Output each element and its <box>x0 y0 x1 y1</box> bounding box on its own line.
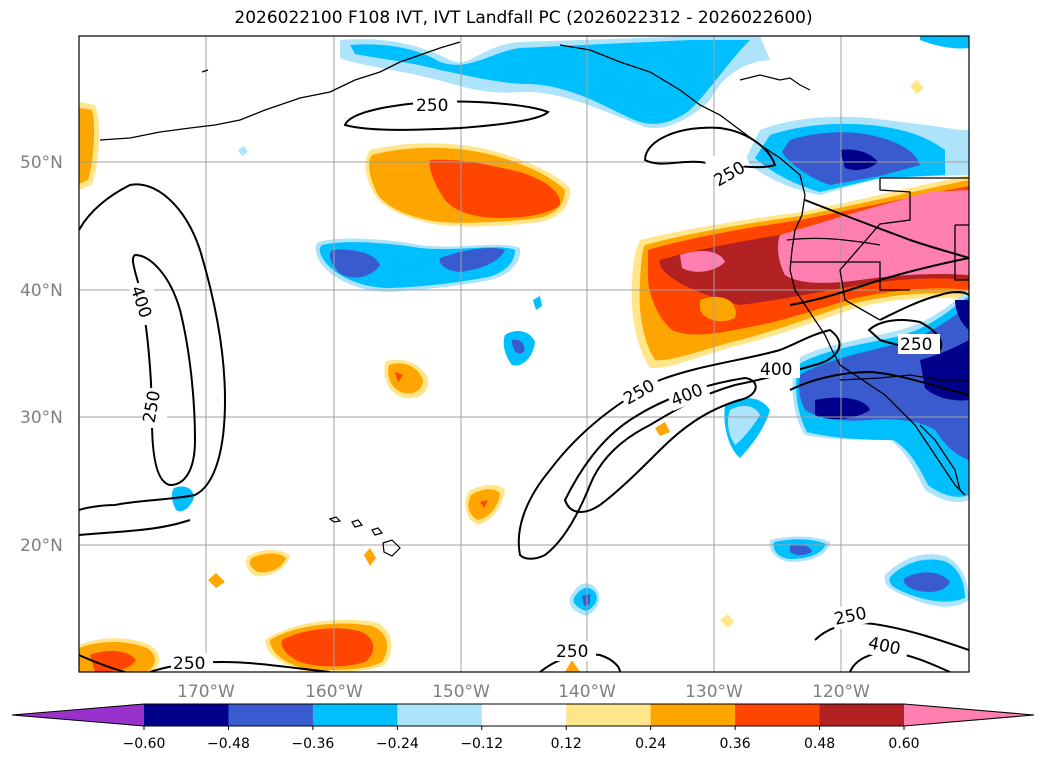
colorbar-extension-low <box>12 704 144 726</box>
lon-label-140w: 140°W <box>558 682 616 702</box>
colorbar-tick-label: 0.60 <box>888 736 919 752</box>
colorbar-segment <box>566 704 652 726</box>
colorbar-segment <box>397 704 483 726</box>
coastlines <box>99 41 969 496</box>
contour-label-250-south: 250 <box>556 642 588 662</box>
lon-label-160w: 160°W <box>305 682 363 702</box>
contour-labels: 250 250 400 250 250 400 400 250 250 250 … <box>126 94 940 674</box>
colorbar-segment <box>819 704 905 726</box>
colorbar-extension-high <box>904 704 1034 726</box>
colorbar-segment <box>735 704 821 726</box>
colorbar: −0.60 −0.48 −0.36 −0.24 −0.12 0.12 0.24 0.36 0.4… <box>11 703 1035 752</box>
colorbar-tick-label: 0.48 <box>804 736 835 752</box>
colorbar-tick-label: −0.12 <box>460 736 503 752</box>
colorbar-segment <box>312 704 398 726</box>
contour-label-250-bottom-left: 250 <box>173 654 205 674</box>
contour-label-250-southwest-coast: 250 <box>900 335 932 355</box>
contour-label-250-north: 250 <box>416 96 448 116</box>
ivt-shading-layer <box>79 36 969 672</box>
lat-label-30n: 30°N <box>20 408 63 428</box>
colorbar-tick-label: 0.24 <box>635 736 666 752</box>
latitude-labels: 50°N 40°N 30°N 20°N <box>20 153 63 556</box>
map-title: 2026022100 F108 IVT, IVT Landfall PC (20… <box>234 8 813 28</box>
colorbar-tick-label: −0.24 <box>376 736 419 752</box>
islands <box>201 69 811 557</box>
lat-label-40n: 40°N <box>20 281 63 301</box>
contour-label-400-east: 400 <box>760 360 792 380</box>
colorbar-segment <box>650 704 736 726</box>
lat-label-50n: 50°N <box>20 153 63 173</box>
colorbar-tick-label: −0.60 <box>123 736 166 752</box>
map-frame <box>78 35 970 673</box>
colorbar-segment <box>228 704 314 726</box>
ivt-contours <box>79 100 969 672</box>
colorbar-tick-label: −0.48 <box>207 736 250 752</box>
map-gridlines <box>79 36 969 672</box>
longitude-labels: 170°W 160°W 150°W 140°W 130°W 120°W <box>177 682 870 702</box>
colorbar-segment <box>144 704 229 726</box>
colorbar-segment <box>481 704 567 726</box>
lon-label-120w: 120°W <box>812 682 870 702</box>
lat-label-20n: 20°N <box>20 536 63 556</box>
lon-label-130w: 130°W <box>685 682 743 702</box>
colorbar-tick-label: −0.36 <box>291 736 334 752</box>
colorbar-tick-label: 0.36 <box>720 736 751 752</box>
colorbar-tick-label: 0.12 <box>551 736 582 752</box>
lon-label-170w: 170°W <box>177 682 235 702</box>
lon-label-150w: 150°W <box>432 682 490 702</box>
